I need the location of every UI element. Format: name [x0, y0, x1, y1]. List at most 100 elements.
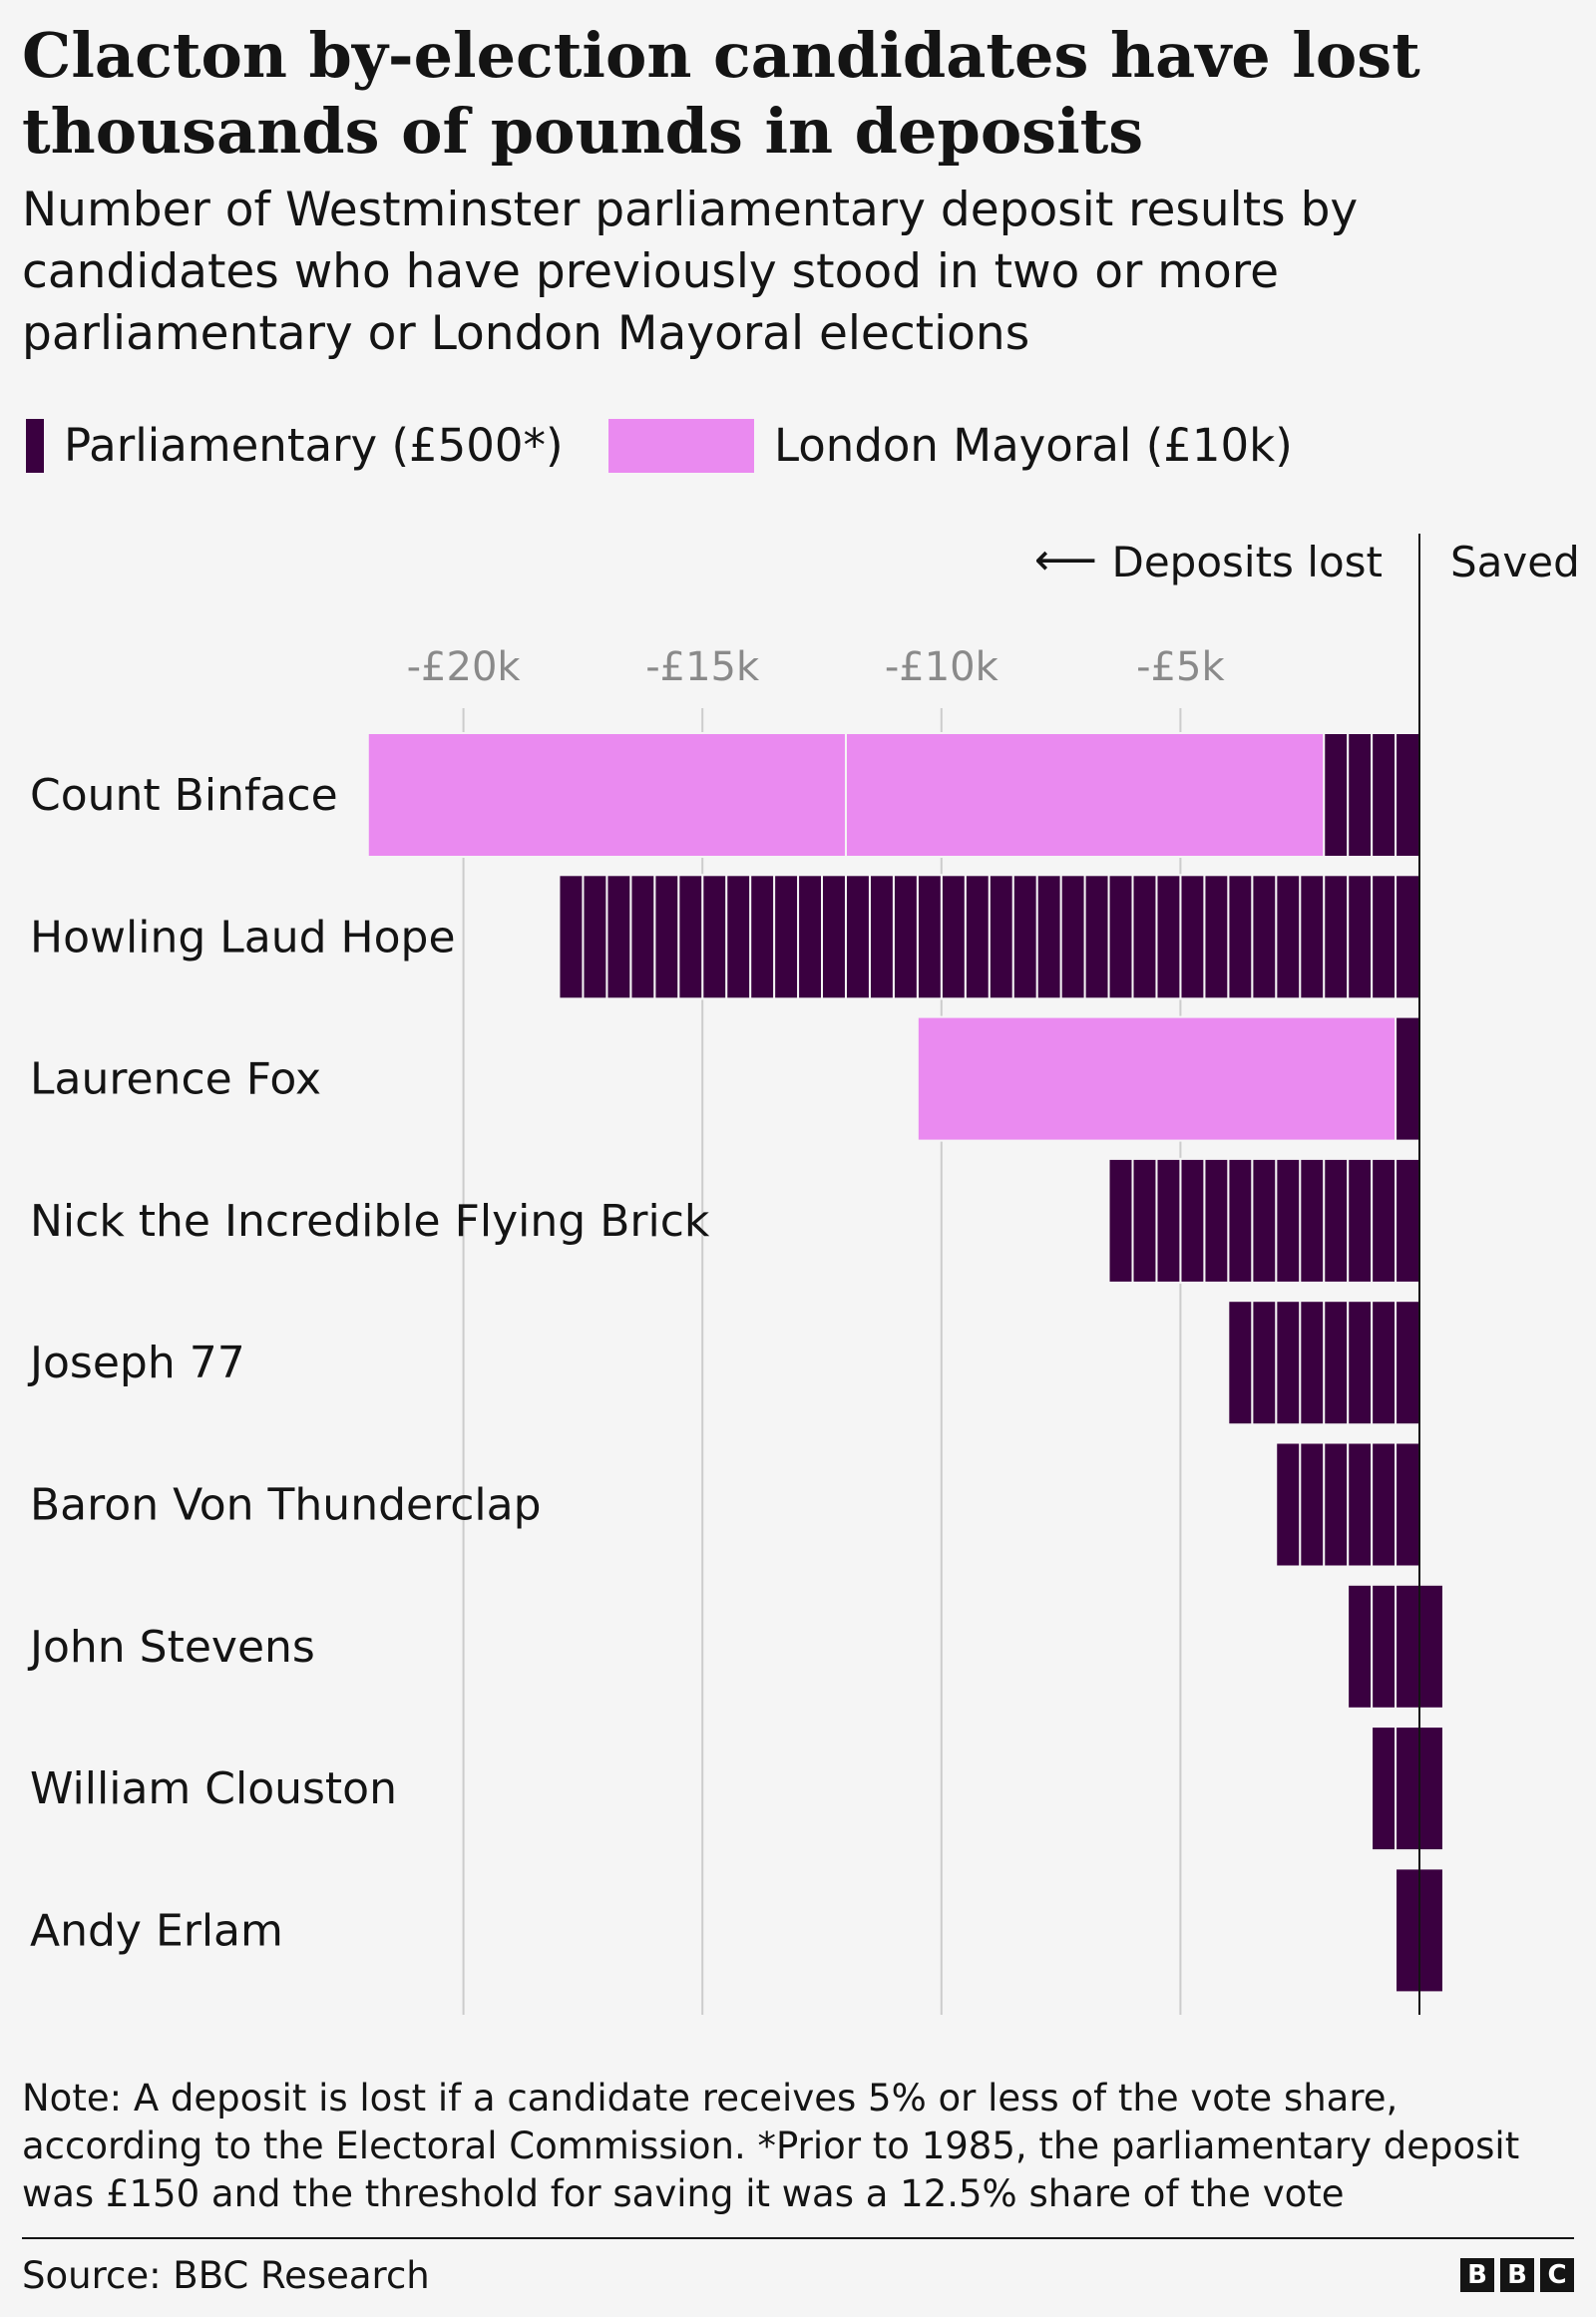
parliamentary-saved-bar [1418, 1867, 1444, 1994]
parliamentary-deposit-bar [701, 874, 728, 1000]
parliamentary-deposit-bar [1371, 1583, 1397, 1710]
parliamentary-deposit-bar [844, 874, 871, 1000]
parliamentary-deposit-bar [868, 874, 895, 1000]
category-label: Baron Von Thunderclap [30, 1480, 542, 1531]
axis: ⟵ Deposits lost Saved -£20k -£15k -£10k -£5… [407, 534, 1580, 2015]
parliamentary-deposit-bar [1395, 1867, 1421, 1994]
bbc-logo-letter: B [1500, 2258, 1534, 2292]
legend-label-london-mayoral: London Mayoral (£10k) [774, 419, 1293, 472]
mayoral-deposit-bar [916, 1015, 1397, 1142]
bars [366, 732, 1444, 1994]
parliamentary-deposit-bar [1347, 1441, 1374, 1568]
parliamentary-deposit-bar [1275, 1300, 1302, 1426]
parliamentary-deposit-bar [1371, 1157, 1397, 1284]
parliamentary-deposit-bar [725, 874, 752, 1000]
parliamentary-deposit-bar [1299, 1157, 1326, 1284]
parliamentary-deposit-bar [1251, 874, 1278, 1000]
parliamentary-deposit-bar [1203, 1157, 1230, 1284]
parliamentary-deposit-bar [1323, 732, 1350, 858]
parliamentary-deposit-bar [797, 874, 823, 1000]
parliamentary-deposit-bar [1107, 874, 1134, 1000]
bbc-logo: B B C [1460, 2258, 1574, 2292]
parliamentary-deposit-bar [605, 874, 632, 1000]
parliamentary-deposit-bar [1371, 1300, 1397, 1426]
parliamentary-deposit-bar [1227, 874, 1254, 1000]
parliamentary-deposit-bar [1155, 874, 1182, 1000]
saved-label: Saved [1450, 538, 1580, 586]
parliamentary-deposit-bar [1347, 1157, 1374, 1284]
parliamentary-deposit-bar [1131, 874, 1158, 1000]
parliamentary-deposit-bar [940, 874, 967, 1000]
category-label: Count Binface [30, 770, 338, 821]
bar-chart: Count Binface Howling Laud Hope Laurence F… [27, 534, 1580, 2015]
parliamentary-deposit-bar [1395, 1583, 1421, 1710]
chart-title: Clacton by-election candidates have lost… [22, 19, 1420, 168]
chart-subtitle: Number of Westminster parliamentary depo… [22, 183, 1359, 361]
parliamentary-deposit-bar [1371, 1441, 1397, 1568]
parliamentary-deposit-bar [1035, 874, 1062, 1000]
parliamentary-deposit-bar [1179, 1157, 1206, 1284]
footer-divider [22, 2237, 1574, 2239]
x-tick-label: -£5k [1136, 644, 1225, 690]
parliamentary-deposit-bar [1371, 1726, 1397, 1852]
parliamentary-deposit-bar [629, 874, 656, 1000]
parliamentary-deposit-bar [1299, 1441, 1326, 1568]
legend-swatch-london-mayoral [608, 419, 754, 473]
category-label: Andy Erlam [30, 1905, 283, 1956]
parliamentary-deposit-bar [1059, 874, 1086, 1000]
parliamentary-deposit-bar [1395, 1015, 1421, 1142]
parliamentary-deposit-bar [1275, 1441, 1302, 1568]
parliamentary-deposit-bar [1083, 874, 1110, 1000]
parliamentary-deposit-bar [773, 874, 800, 1000]
x-tick-label: -£20k [407, 644, 522, 690]
note-text: Note: A deposit is lost if a candidate r… [22, 2077, 1520, 2215]
parliamentary-deposit-bar [1227, 1300, 1254, 1426]
parliamentary-deposit-bar [892, 874, 919, 1000]
parliamentary-deposit-bar [1251, 1300, 1278, 1426]
parliamentary-deposit-bar [749, 874, 776, 1000]
mayoral-deposit-bar [844, 732, 1326, 858]
parliamentary-deposit-bar [1347, 1583, 1374, 1710]
parliamentary-deposit-bar [1395, 1726, 1421, 1852]
legend-label-parliamentary: Parliamentary (£500*) [64, 419, 564, 472]
parliamentary-deposit-bar [1347, 874, 1374, 1000]
parliamentary-deposit-bar [1395, 732, 1421, 858]
parliamentary-deposit-bar [1347, 1300, 1374, 1426]
category-label: Howling Laud Hope [30, 912, 456, 963]
parliamentary-deposit-bar [558, 874, 585, 1000]
category-label: Joseph 77 [27, 1338, 245, 1388]
bbc-logo-letter: C [1540, 2258, 1574, 2292]
parliamentary-deposit-bar [653, 874, 680, 1000]
source-text: Source: BBC Research [22, 2254, 430, 2297]
parliamentary-deposit-bar [1395, 874, 1421, 1000]
x-tick-label: -£15k [645, 644, 760, 690]
category-label: William Clouston [30, 1763, 397, 1814]
parliamentary-deposit-bar [1275, 1157, 1302, 1284]
category-label: Nick the Incredible Flying Brick [30, 1196, 710, 1247]
parliamentary-deposit-bar [1323, 1441, 1350, 1568]
deposits-lost-label: Deposits lost [1111, 538, 1383, 586]
parliamentary-deposit-bar [1131, 1157, 1158, 1284]
arrow-left-icon: ⟵ [1034, 535, 1097, 585]
parliamentary-deposit-bar [1299, 1300, 1326, 1426]
parliamentary-saved-bar [1418, 1726, 1444, 1852]
category-labels: Count Binface Howling Laud Hope Laurence F… [27, 770, 710, 1956]
parliamentary-deposit-bar [1179, 874, 1206, 1000]
parliamentary-deposit-bar [1323, 874, 1350, 1000]
parliamentary-saved-bar [1418, 1583, 1444, 1710]
parliamentary-deposit-bar [1107, 1157, 1134, 1284]
parliamentary-deposit-bar [916, 874, 943, 1000]
parliamentary-deposit-bar [1227, 1157, 1254, 1284]
parliamentary-deposit-bar [1371, 874, 1397, 1000]
parliamentary-deposit-bar [1203, 874, 1230, 1000]
parliamentary-deposit-bar [1347, 732, 1374, 858]
parliamentary-deposit-bar [1299, 874, 1326, 1000]
x-tick-label: -£10k [885, 644, 999, 690]
parliamentary-deposit-bar [1395, 1300, 1421, 1426]
parliamentary-deposit-bar [1323, 1300, 1350, 1426]
legend-swatch-parliamentary [26, 419, 44, 473]
parliamentary-deposit-bar [1371, 732, 1397, 858]
parliamentary-deposit-bar [988, 874, 1014, 1000]
parliamentary-deposit-bar [1395, 1441, 1421, 1568]
parliamentary-deposit-bar [1011, 874, 1038, 1000]
